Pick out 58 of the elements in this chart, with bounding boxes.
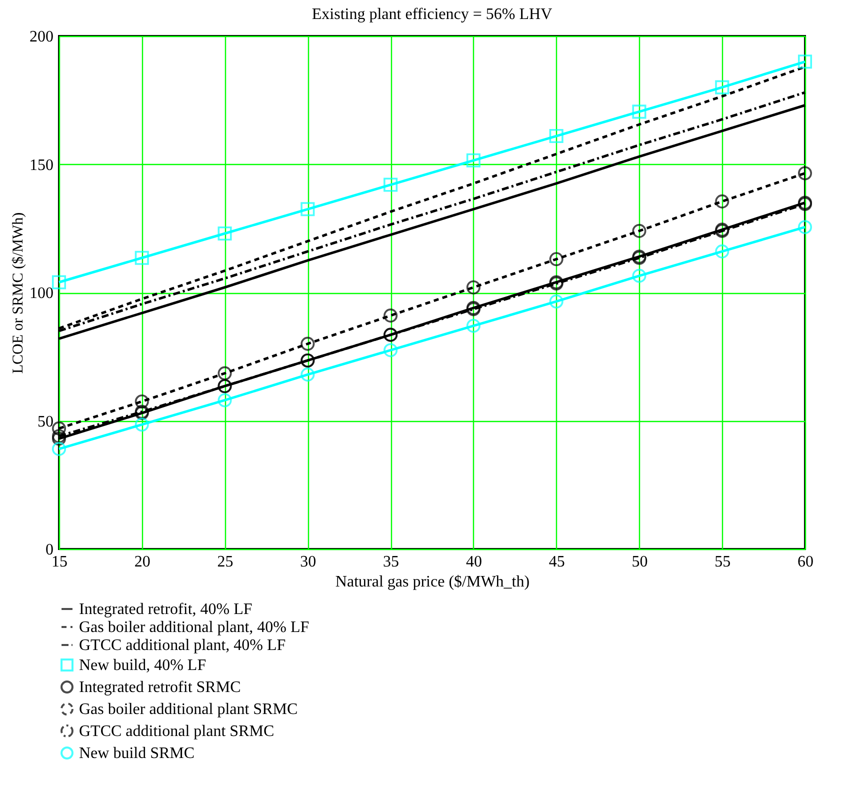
- point: [549, 252, 564, 266]
- point: [798, 54, 812, 69]
- legend-label: Integrated retrofit, 40% LF: [79, 601, 252, 618]
- point: [52, 429, 66, 444]
- point: [300, 368, 315, 382]
- point: [218, 226, 232, 241]
- y-tick-label: 200: [30, 28, 54, 46]
- point: [134, 394, 149, 409]
- point: [798, 220, 812, 234]
- y-tick-label: 0: [46, 542, 54, 558]
- point: [218, 393, 232, 408]
- point: [52, 421, 66, 436]
- x-tick-label: 55: [714, 554, 731, 570]
- point: [549, 129, 564, 144]
- point: [134, 418, 149, 432]
- point: [466, 153, 480, 168]
- x-tick-label: 30: [300, 554, 316, 570]
- point: [632, 104, 646, 119]
- x-tick-label: 35: [383, 554, 400, 570]
- point: [715, 194, 730, 208]
- x-tick-label: 40: [466, 554, 482, 570]
- point: [384, 308, 398, 323]
- legend-label: GTCC additional plant SRMC: [79, 723, 274, 740]
- point: [134, 250, 149, 265]
- point: [632, 224, 646, 238]
- x-tick-label: 45: [548, 554, 565, 570]
- legend-label: GTCC additional plant, 40% LF: [79, 637, 286, 654]
- point: [798, 166, 812, 180]
- legend-label: New build SRMC: [79, 745, 195, 762]
- point: [715, 244, 730, 258]
- chart-title: Existing plant efficiency = 56% LHV: [312, 6, 553, 23]
- y-tick-label: 150: [30, 156, 54, 174]
- x-tick-label: 60: [798, 554, 814, 570]
- x-tick-label: 25: [217, 554, 234, 570]
- point: [632, 268, 646, 283]
- point: [384, 343, 398, 358]
- point: [300, 202, 315, 216]
- legend-label: Gas boiler additional plant SRMC: [79, 701, 298, 718]
- point: [384, 178, 398, 192]
- x-axis-title: Natural gas price ($/MWh_th): [335, 574, 530, 590]
- x-tick-label: 50: [632, 554, 648, 570]
- point: [466, 280, 480, 294]
- legend-label: Gas boiler additional plant, 40% LF: [79, 619, 310, 636]
- point: [466, 318, 480, 333]
- point: [300, 336, 315, 351]
- x-tick-label: 15: [52, 554, 68, 570]
- legend-label: Integrated retrofit SRMC: [79, 679, 241, 696]
- point: [52, 432, 66, 446]
- point: [715, 80, 730, 94]
- y-tick-label: 100: [30, 285, 54, 302]
- point: [549, 294, 564, 308]
- y-axis-title: LCOE or SRMC ($/MWh): [10, 212, 26, 374]
- x-tick-label: 20: [134, 554, 150, 570]
- legend-label: New build, 40% LF: [79, 657, 206, 674]
- y-tick-label: 50: [38, 413, 54, 430]
- point: [218, 366, 232, 380]
- point: [52, 275, 66, 290]
- point: [52, 442, 66, 456]
